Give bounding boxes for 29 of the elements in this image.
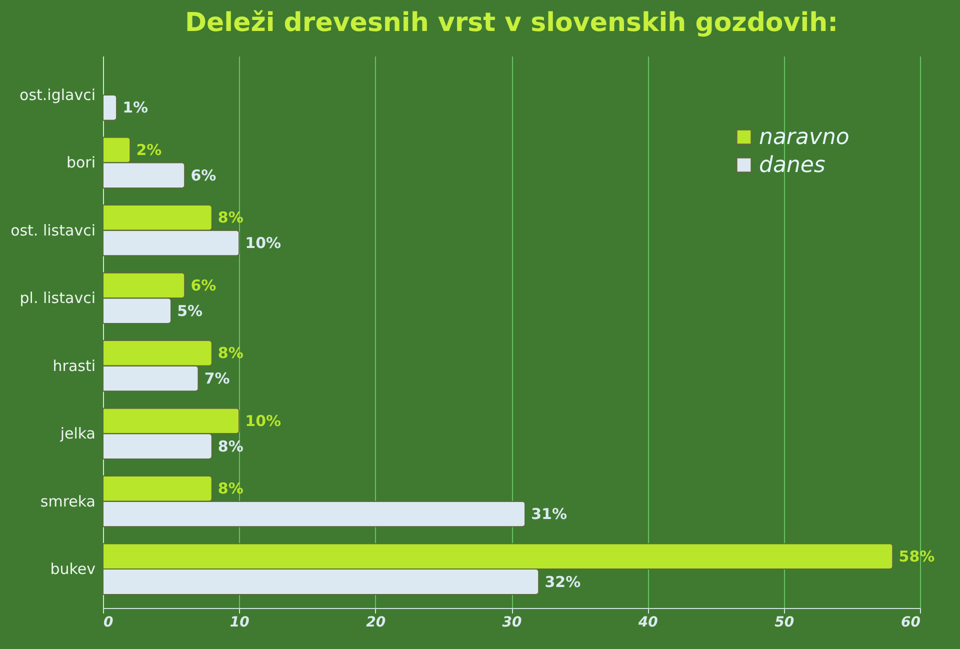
x-tick-label: 10 — [230, 614, 250, 630]
data-label: 6% — [190, 166, 216, 184]
data-label: 5% — [177, 302, 203, 320]
x-tick-label: 0 — [104, 614, 114, 630]
x-tick-label: 40 — [637, 614, 658, 630]
chart-title: Deleži drevesnih vrst v slovenskih gozdovih: — [184, 8, 838, 38]
data-label: 6% — [190, 276, 216, 294]
data-label: 32% — [544, 572, 581, 591]
y-tick-label: bukev — [50, 560, 96, 578]
data-label: 7% — [204, 370, 230, 388]
y-tick-label: pl. listavci — [20, 289, 96, 308]
data-label: 8% — [218, 437, 244, 456]
x-tick-label: 20 — [366, 614, 386, 630]
y-tick-label: ost. listavci — [10, 221, 96, 240]
y-tick-label: bori — [66, 154, 96, 172]
data-label: 1% — [122, 98, 148, 117]
data-label: 10% — [245, 412, 282, 430]
x-tick-label: 60 — [901, 614, 921, 630]
y-tick-label: hrasti — [52, 356, 96, 375]
legend-label: danes — [759, 153, 826, 178]
y-tick-label: jelka — [59, 424, 96, 443]
x-tick-label: 30 — [502, 614, 522, 630]
y-tick-label: smreka — [40, 492, 96, 510]
data-label: 2% — [136, 140, 162, 159]
data-label: 10% — [245, 234, 282, 252]
x-tick-label: 50 — [774, 614, 794, 630]
legend-label: naravno — [759, 125, 850, 150]
y-tick-label: ost.iglavci — [20, 86, 96, 104]
data-label: 31% — [531, 505, 568, 524]
